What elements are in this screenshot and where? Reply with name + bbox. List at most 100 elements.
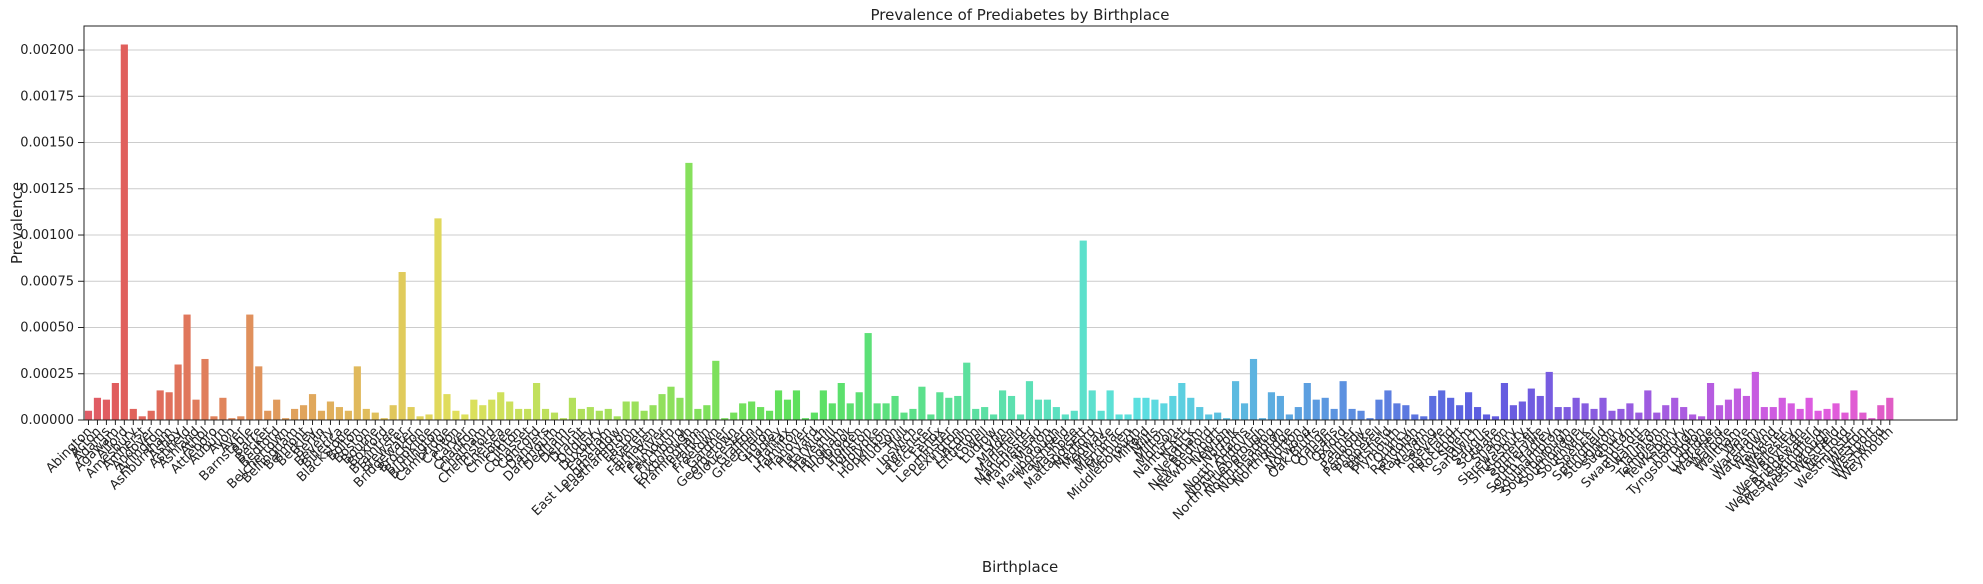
bar	[1671, 397, 1679, 420]
bar	[1769, 407, 1777, 420]
bar	[1276, 395, 1284, 420]
bar	[1348, 408, 1356, 420]
bar	[1052, 407, 1060, 420]
bar	[183, 314, 191, 420]
bar	[1447, 397, 1455, 420]
y-tick-label: 0.00025	[20, 367, 74, 382]
bar	[362, 408, 370, 420]
bar	[246, 314, 254, 420]
bar	[111, 383, 119, 420]
bar	[488, 399, 496, 420]
bar	[640, 410, 648, 420]
bar	[595, 410, 603, 420]
bar	[783, 399, 792, 420]
bar	[1043, 399, 1051, 420]
bar	[380, 418, 388, 420]
bar	[1034, 399, 1043, 420]
bar	[1644, 390, 1652, 420]
bar	[1384, 390, 1392, 420]
bar	[1841, 412, 1849, 420]
bar	[712, 360, 720, 420]
bar	[165, 392, 173, 420]
bar	[1456, 405, 1464, 420]
bar	[658, 394, 666, 420]
bar	[891, 395, 899, 420]
bar	[1025, 381, 1034, 420]
bar	[1240, 403, 1249, 420]
chart-title: Prevalence of Prediabetes by Birthplace	[871, 6, 1170, 24]
y-tick-label: 0.00000	[20, 413, 74, 428]
bar	[1635, 412, 1643, 420]
bar	[210, 416, 218, 420]
bar	[837, 383, 845, 420]
bar	[1689, 414, 1697, 420]
bar	[1796, 408, 1804, 420]
bar	[1151, 399, 1159, 420]
bar	[1285, 414, 1293, 420]
bar	[264, 410, 272, 420]
bar	[1267, 392, 1276, 420]
bar	[452, 410, 460, 420]
bar	[425, 414, 433, 420]
bar	[1231, 381, 1240, 420]
bar	[730, 412, 738, 420]
bar	[1420, 416, 1428, 420]
bar	[1554, 407, 1562, 420]
bar	[1115, 414, 1123, 420]
bar	[900, 412, 908, 420]
bar	[721, 418, 729, 420]
bar	[586, 407, 594, 420]
bar	[649, 405, 657, 420]
bar	[1294, 407, 1302, 420]
bar	[291, 408, 299, 420]
bar	[1751, 371, 1759, 420]
bar	[631, 401, 639, 420]
bar	[998, 390, 1007, 420]
bar	[84, 410, 93, 420]
bar	[1733, 388, 1742, 420]
bar	[532, 383, 541, 420]
bar	[1778, 397, 1786, 420]
bar	[757, 407, 765, 420]
bar	[1850, 390, 1858, 420]
bar	[1339, 381, 1347, 420]
bar	[909, 408, 917, 420]
y-tick-label: 0.00075	[20, 274, 74, 289]
bar	[810, 412, 818, 420]
bar	[1088, 390, 1096, 420]
y-tick-label: 0.00150	[20, 136, 74, 151]
bar	[389, 405, 397, 420]
bar	[1626, 403, 1634, 420]
bar	[1680, 407, 1688, 420]
bar	[1303, 383, 1311, 420]
bar	[739, 403, 747, 420]
bar	[443, 394, 451, 420]
bar	[156, 390, 164, 420]
bar	[1823, 408, 1831, 420]
bar	[201, 358, 209, 420]
bar	[461, 414, 469, 420]
bar	[1814, 410, 1822, 420]
bar	[1079, 240, 1087, 420]
bar	[1590, 408, 1598, 420]
bar	[416, 416, 424, 420]
bar	[864, 333, 872, 420]
bar	[1886, 397, 1894, 420]
bar	[1007, 395, 1016, 420]
bar	[1142, 397, 1150, 420]
bar	[93, 397, 102, 420]
bar	[192, 399, 200, 420]
bar	[774, 390, 783, 420]
bar	[1868, 418, 1876, 420]
bar	[1249, 358, 1258, 420]
bar	[237, 416, 245, 420]
bar	[434, 218, 442, 420]
bar	[1169, 395, 1177, 420]
bar	[819, 390, 827, 420]
bar	[1375, 399, 1383, 420]
bar	[1545, 371, 1553, 420]
bar	[129, 408, 137, 420]
bar	[1563, 407, 1571, 420]
bar	[1859, 412, 1867, 420]
